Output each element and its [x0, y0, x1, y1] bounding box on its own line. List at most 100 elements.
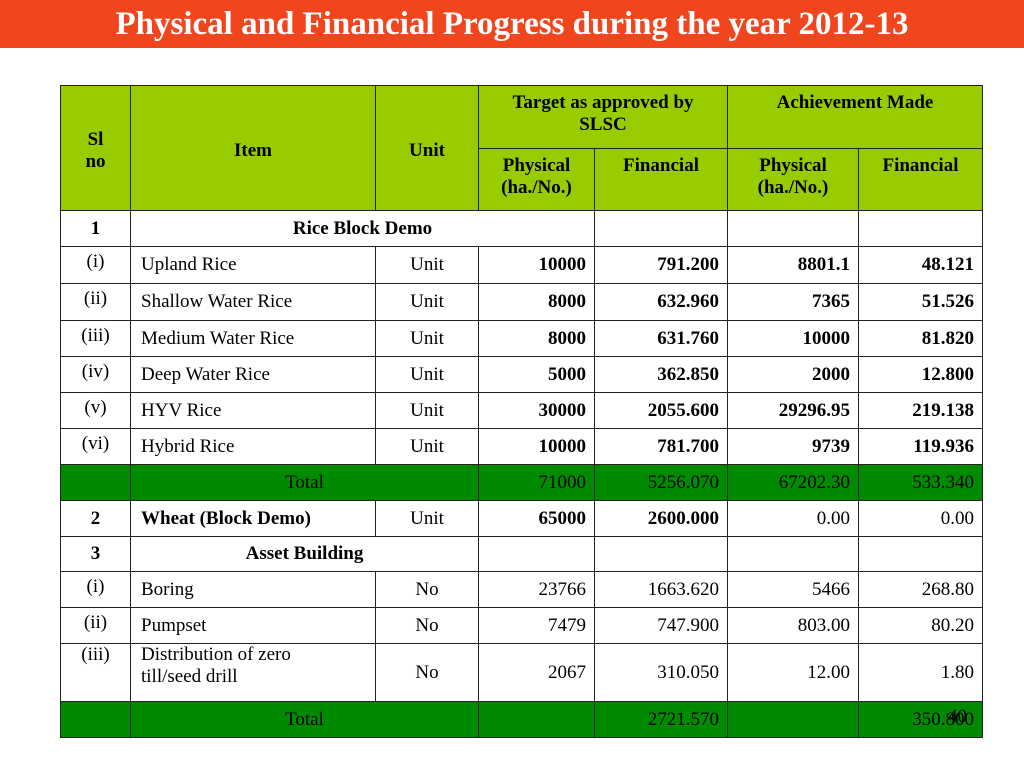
- item-cell: Medium Water Rice: [130, 320, 376, 357]
- table-row: 1 Rice Block Demo: [60, 210, 983, 247]
- unit-cell: Unit: [375, 428, 479, 465]
- empty-cell: [478, 536, 595, 572]
- empty-cell: [858, 536, 983, 572]
- target-financial-cell: 310.050: [594, 643, 728, 702]
- item-cell: Wheat (Block Demo): [130, 500, 376, 537]
- sl-cell: 1: [60, 210, 131, 247]
- achievement-financial-cell: 48.121: [858, 246, 983, 284]
- table-row: (i) Upland Rice Unit 10000 791.200 8801.1 48.1…: [60, 246, 983, 284]
- empty-cell: [594, 536, 728, 572]
- header-cell: Target as approved by SLSC: [478, 85, 728, 149]
- unit-cell: No: [375, 571, 479, 608]
- title-bar: [0, 0, 1024, 48]
- achievement-financial-cell: 81.820: [858, 320, 983, 357]
- sl-cell: (v): [60, 392, 131, 429]
- achievement-physical-cell: 2000: [727, 356, 859, 393]
- sl-cell: (i): [60, 246, 131, 284]
- achievement-physical-cell: 12.00: [727, 643, 859, 702]
- table-row: (iii) Distribution of zero till/seed dril…: [60, 643, 983, 702]
- table-row: 2 Wheat (Block Demo) Unit 65000 2600.000 0.00…: [60, 500, 983, 537]
- achievement-financial-cell: 80.20: [858, 607, 983, 644]
- achievement-financial-cell: 533.340: [858, 464, 983, 501]
- target-financial-cell: 2600.000: [594, 500, 728, 537]
- header-cell: Financial: [858, 148, 983, 211]
- item-cell: Shallow Water Rice: [130, 283, 376, 321]
- sl-cell: (ii): [60, 607, 131, 644]
- slide-number: 40: [948, 706, 967, 727]
- achievement-physical-cell: 5466: [727, 571, 859, 608]
- table-row: Total 71000 5256.070 67202.30 533.340: [60, 464, 983, 501]
- empty-cell: [727, 210, 859, 247]
- target-financial-cell: 632.960: [594, 283, 728, 321]
- achievement-financial-cell: 119.936: [858, 428, 983, 465]
- item-cell: Hybrid Rice: [130, 428, 376, 465]
- achievement-physical-cell: 10000: [727, 320, 859, 357]
- empty-cell: [858, 210, 983, 247]
- target-physical-cell: 5000: [478, 356, 595, 393]
- target-financial-cell: 2055.600: [594, 392, 728, 429]
- unit-cell: No: [375, 607, 479, 644]
- target-financial-cell: 2721.570: [594, 701, 728, 738]
- target-physical-cell: 71000: [478, 464, 595, 501]
- target-physical-cell: 23766: [478, 571, 595, 608]
- target-financial-cell: 791.200: [594, 246, 728, 284]
- title: Physical and Financial Progress during t…: [115, 6, 909, 42]
- target-physical-cell: 8000: [478, 283, 595, 321]
- achievement-financial-cell: 268.80: [858, 571, 983, 608]
- sl-cell: 3: [60, 536, 131, 572]
- table-row: (ii) Shallow Water Rice Unit 8000 632.960 736…: [60, 283, 983, 321]
- sl-cell: (vi): [60, 428, 131, 465]
- sl-cell: (iii): [60, 320, 131, 357]
- item-cell: Total: [130, 701, 479, 738]
- header-cell: Unit: [375, 85, 479, 211]
- empty-cell: [60, 464, 131, 501]
- target-physical-cell: 2067: [478, 643, 595, 702]
- unit-cell: Unit: [375, 392, 479, 429]
- header-cell: Item: [130, 85, 376, 211]
- item-cell: Deep Water Rice: [130, 356, 376, 393]
- unit-cell: No: [375, 643, 479, 702]
- table-row: (iv) Deep Water Rice Unit 5000 362.850 2000 12…: [60, 356, 983, 393]
- achievement-physical-cell: 29296.95: [727, 392, 859, 429]
- achievement-financial-cell: 1.80: [858, 643, 983, 702]
- item-cell: HYV Rice: [130, 392, 376, 429]
- target-financial-cell: 362.850: [594, 356, 728, 393]
- achievement-financial-cell: 219.138: [858, 392, 983, 429]
- unit-cell: Unit: [375, 356, 479, 393]
- progress-table: Sl no Item Unit Target as approved by SL…: [60, 85, 983, 738]
- item-cell: Pumpset: [130, 607, 376, 644]
- empty-cell: [727, 536, 859, 572]
- header-cell: Physical (ha./No.): [478, 148, 595, 211]
- table-row: (iii) Medium Water Rice Unit 8000 631.760 100…: [60, 320, 983, 357]
- sl-cell: (ii): [60, 283, 131, 321]
- item-cell: Asset Building: [130, 536, 479, 572]
- target-physical-cell: 8000: [478, 320, 595, 357]
- achievement-physical-cell: 9739: [727, 428, 859, 465]
- table-row: (v) HYV Rice Unit 30000 2055.600 29296.95 219.…: [60, 392, 983, 429]
- target-physical-cell: 10000: [478, 428, 595, 465]
- target-physical-cell: [478, 701, 595, 738]
- sl-cell: (iii): [60, 643, 131, 702]
- header-cell: Financial: [594, 148, 728, 211]
- achievement-financial-cell: 350.800: [858, 701, 983, 738]
- table-row: Total 2721.570 350.800: [60, 701, 983, 738]
- empty-cell: [60, 701, 131, 738]
- header-cell: Physical (ha./No.): [727, 148, 859, 211]
- achievement-financial-cell: 0.00: [858, 500, 983, 537]
- item-cell: Distribution of zero till/seed drill: [130, 643, 376, 702]
- empty-cell: [594, 210, 728, 247]
- header-row: Physical (ha./No.) Financial Physical (h…: [61, 148, 983, 211]
- achievement-physical-cell: 0.00: [727, 500, 859, 537]
- item-cell: Upland Rice: [130, 246, 376, 284]
- table-row: (ii) Pumpset No 7479 747.900 803.00 80.20: [60, 607, 983, 644]
- achievement-physical-cell: 8801.1: [727, 246, 859, 284]
- target-financial-cell: 631.760: [594, 320, 728, 357]
- target-physical-cell: 30000: [478, 392, 595, 429]
- achievement-physical-cell: [727, 701, 859, 738]
- target-physical-cell: 65000: [478, 500, 595, 537]
- table-row: (i) Boring No 23766 1663.620 5466 268.80: [60, 571, 983, 608]
- unit-cell: Unit: [375, 500, 479, 537]
- item-cell: Boring: [130, 571, 376, 608]
- table-row: 3 Asset Building: [60, 536, 983, 572]
